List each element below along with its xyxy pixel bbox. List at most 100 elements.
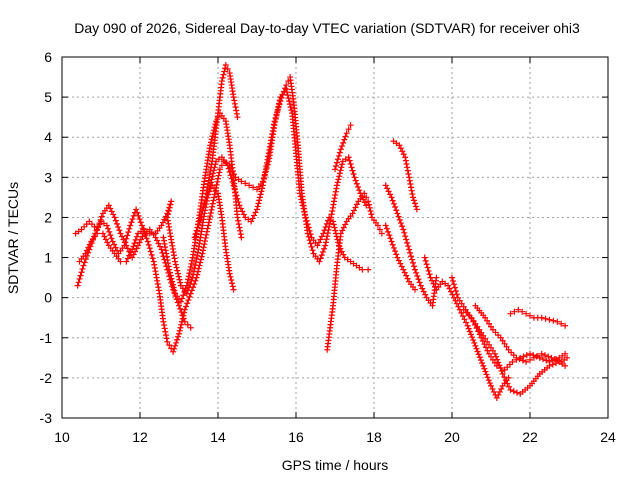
data-point [176, 302, 182, 309]
data-point [251, 212, 258, 219]
data-point [543, 357, 550, 364]
data-point [479, 359, 486, 366]
data-point [458, 300, 465, 307]
data-point [205, 222, 212, 229]
data-point [465, 325, 472, 332]
data-point [230, 286, 237, 293]
data-point [280, 88, 287, 95]
data-point [417, 282, 424, 289]
data-point [339, 161, 346, 168]
data-point [198, 253, 205, 260]
data-point [305, 233, 312, 240]
data-point [402, 157, 409, 164]
data-point [237, 231, 244, 238]
data-point [519, 357, 526, 364]
data-point [409, 191, 416, 198]
data-point [186, 270, 193, 277]
data-point [455, 303, 462, 310]
data-point [110, 211, 117, 218]
data-point [485, 377, 492, 384]
data-point [259, 185, 266, 192]
data-point [513, 354, 520, 361]
data-point [403, 272, 410, 279]
data-point [183, 303, 190, 310]
data-point [133, 206, 140, 213]
data-point [530, 354, 537, 361]
data-point [139, 233, 146, 240]
data-point [429, 277, 436, 284]
data-point [216, 166, 223, 173]
data-point [463, 319, 470, 326]
series-pass-i [382, 182, 440, 309]
data-point [136, 239, 143, 246]
data-point [387, 235, 394, 242]
data-point [410, 197, 417, 204]
data-point [229, 283, 236, 290]
data-point [402, 233, 409, 240]
data-point [210, 197, 217, 204]
data-point [342, 221, 349, 228]
data-point [337, 230, 344, 237]
data-point [278, 94, 285, 101]
data-point [216, 169, 223, 176]
data-point [426, 271, 433, 278]
data-point [334, 179, 341, 186]
data-point [258, 188, 265, 195]
data-point [135, 212, 142, 219]
data-point [218, 162, 225, 169]
data-point [355, 183, 362, 190]
data-point [178, 309, 185, 316]
data-point [307, 240, 314, 247]
data-point [490, 388, 497, 395]
data-point [175, 273, 182, 280]
data-point [411, 200, 418, 207]
data-point [190, 271, 197, 278]
data-point [187, 267, 194, 274]
data-point [196, 217, 203, 224]
data-point [338, 164, 345, 171]
data-point [78, 269, 85, 276]
data-point [228, 277, 235, 284]
data-point [420, 288, 427, 295]
data-point [389, 241, 396, 248]
series-pass-l [421, 254, 512, 401]
data-point [446, 285, 453, 292]
data-point [408, 253, 415, 260]
y-tick-label: 3 [44, 169, 52, 185]
y-tick-label: -1 [40, 330, 53, 346]
data-point [174, 336, 181, 343]
data-point [523, 310, 530, 317]
data-point [480, 362, 487, 369]
data-point [390, 200, 397, 207]
data-point [207, 209, 214, 216]
data-point [476, 354, 483, 361]
data-point [425, 267, 432, 274]
data-point [384, 185, 391, 192]
data-point [179, 295, 186, 302]
data-point [367, 208, 374, 215]
data-point [542, 315, 549, 322]
data-point [190, 268, 197, 275]
data-point [172, 261, 179, 268]
data-point [448, 288, 455, 295]
data-point [541, 352, 548, 359]
series-pass-g [324, 190, 385, 353]
data-point [422, 257, 429, 264]
data-point [530, 352, 537, 359]
data-point [395, 257, 402, 264]
data-point [171, 345, 178, 352]
data-point [179, 315, 186, 322]
data-point [194, 249, 201, 256]
data-point [419, 285, 426, 292]
data-point [201, 241, 208, 248]
data-point [484, 374, 491, 381]
y-tick-label: 1 [44, 250, 52, 266]
x-tick-label: 24 [600, 429, 616, 445]
data-point [427, 274, 434, 281]
data-point [167, 201, 174, 208]
data-point [273, 111, 280, 118]
marks-layer [72, 62, 571, 401]
data-point [204, 191, 211, 198]
data-point [170, 284, 177, 291]
